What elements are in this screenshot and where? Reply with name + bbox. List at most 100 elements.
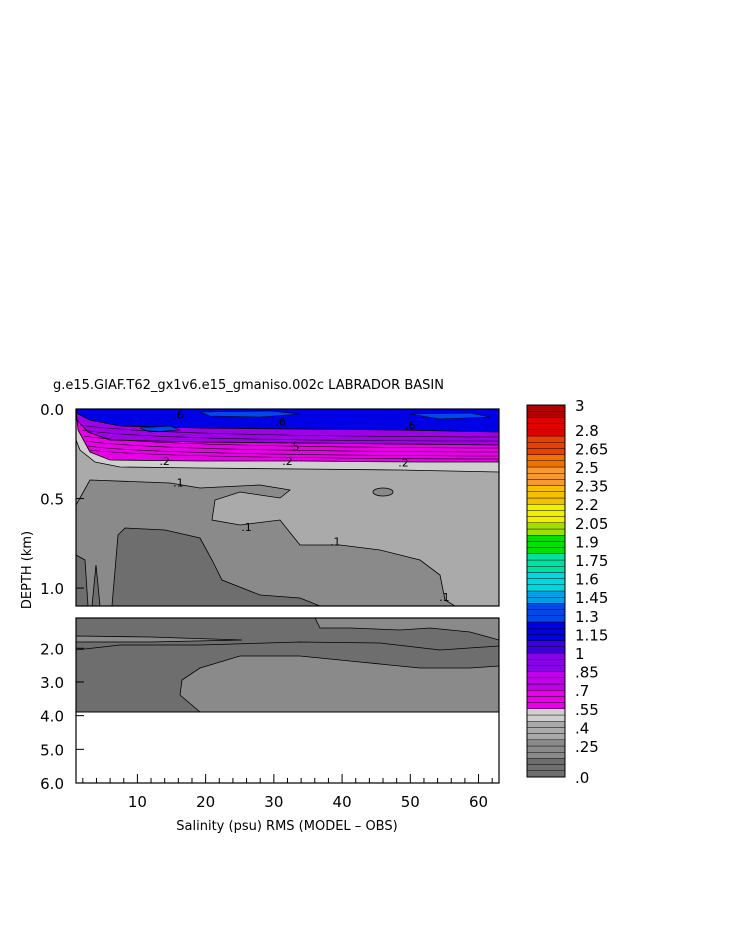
chart-title: g.e15.GIAF.T62_gx1v6.e15_gmaniso.002c LA… [53, 378, 444, 393]
upper-panel-frame [75, 408, 500, 607]
lower-field-mid-top [76, 618, 499, 641]
colorbar-swatch [526, 566, 566, 573]
colorbar-label: .25 [575, 738, 599, 756]
contour-label: .2 [398, 457, 409, 470]
colorbar-swatch [526, 671, 566, 678]
colorbar-swatch [526, 603, 566, 610]
colorbar-swatch [526, 454, 566, 462]
x-tick-label: 20 [196, 793, 215, 811]
colorbar-swatch [526, 758, 566, 765]
upper-panel [76, 409, 499, 606]
colorbar-swatch [526, 584, 566, 592]
colorbar-label: .4 [575, 719, 589, 737]
upper-field-blue [76, 409, 499, 433]
colorbar-swatch [526, 404, 566, 412]
contour-label: .6 [405, 419, 416, 432]
colorbar-label: .85 [575, 664, 599, 682]
colorbar-label: 1.15 [575, 626, 608, 644]
colorbar-swatch [526, 466, 566, 474]
colorbar-swatch [526, 442, 566, 449]
upper-field-darkest [76, 527, 321, 606]
x-axis-label: Salinity (psu) RMS (MODEL – OBS) [176, 819, 397, 834]
colorbar-label: 2.8 [575, 422, 599, 440]
colorbar-swatch [526, 733, 566, 740]
contour-label: .6 [173, 408, 184, 421]
colorbar-swatch [526, 547, 566, 554]
lower-contour-line [76, 641, 499, 651]
colorbar-label: 1.45 [575, 589, 608, 607]
lower-panel-white-area [76, 712, 499, 783]
y-tick-label: 6.0 [40, 775, 64, 793]
contour-label: .1 [241, 521, 252, 534]
contour-label: .1 [439, 591, 450, 604]
colorbar-label: 1.6 [575, 571, 599, 589]
colorbar-swatch [526, 429, 566, 437]
colorbar-label: 1.75 [575, 552, 608, 570]
colorbar-swatch [526, 541, 566, 548]
colorbar [526, 404, 566, 778]
colorbar-swatch [526, 764, 566, 771]
colorbar-swatch [526, 504, 566, 511]
colorbar-swatch [526, 690, 566, 697]
colorbar-swatch [526, 522, 566, 530]
lower-field-thin-band [76, 635, 243, 643]
y-tick-label: 4.0 [40, 708, 64, 726]
colorbar-swatch [526, 417, 566, 424]
colorbar-swatch [526, 497, 566, 505]
lower-panel [76, 618, 499, 712]
contour-label: .1 [330, 536, 341, 549]
colorbar-swatch [526, 739, 566, 747]
x-tick-label: 60 [469, 793, 488, 811]
colorbar-swatch [526, 615, 566, 623]
colorbar-swatch [526, 745, 566, 753]
colorbar-swatch [526, 491, 566, 499]
y-tick-label: 5.0 [40, 741, 64, 759]
colorbar-label: 2.05 [575, 515, 608, 533]
colorbar-swatch [526, 435, 566, 443]
contour-label: .1 [173, 476, 184, 489]
colorbar-swatch [526, 702, 566, 709]
colorbar-swatch [526, 727, 566, 734]
colorbar-swatch [526, 528, 566, 536]
colorbar-label: 1 [575, 645, 585, 663]
x-tick-label: 30 [264, 793, 283, 811]
colorbar-swatch [526, 535, 566, 542]
y-tick-label: 1.0 [40, 580, 64, 598]
x-tick-label: 10 [128, 793, 147, 811]
colorbar-swatch [526, 510, 566, 517]
colorbar-labels: 32.82.652.52.352.22.051.91.751.61.451.31… [575, 397, 608, 787]
colorbar-swatch [526, 572, 566, 579]
colorbar-swatch [526, 628, 566, 635]
lower-field-mid-bottom [179, 655, 499, 712]
colorbar-swatch [526, 553, 566, 561]
colorbar-swatch [526, 609, 566, 616]
y-tick-label: 0.5 [40, 491, 64, 509]
colorbar-label: .0 [575, 769, 589, 787]
colorbar-swatch [526, 597, 566, 604]
colorbar-swatch [526, 665, 566, 672]
colorbar-label: 2.35 [575, 478, 608, 496]
y-tick-label: 2.0 [40, 640, 64, 658]
x-tick-label: 40 [333, 793, 352, 811]
colorbar-swatch [526, 683, 566, 691]
colorbar-swatch [526, 590, 566, 598]
y-axis-upper: 0.0 0.5 1.0 [40, 401, 84, 598]
x-axis: 10 20 30 40 50 60 [82, 774, 493, 811]
colorbar-label: 1.9 [575, 533, 599, 551]
colorbar-swatch [526, 646, 566, 654]
colorbar-swatch [526, 460, 566, 468]
contour-labels: .6.6.6.5.2.2.2.1.1.1.1 [159, 408, 449, 604]
upper-contour-lines [79, 424, 499, 460]
colorbar-swatch [526, 652, 566, 660]
colorbar-label: .55 [575, 701, 599, 719]
contour-label: .5 [289, 441, 300, 454]
colorbar-swatch [526, 559, 566, 567]
colorbar-swatch [526, 423, 566, 431]
colorbar-label: 3 [575, 397, 585, 415]
colorbar-swatch [526, 714, 566, 722]
y-axis-lower: 2.0 3.0 4.0 5.0 6.0 [40, 640, 84, 793]
colorbar-swatch [526, 485, 566, 493]
colorbar-swatch [526, 770, 566, 778]
colorbar-swatch [526, 640, 566, 647]
